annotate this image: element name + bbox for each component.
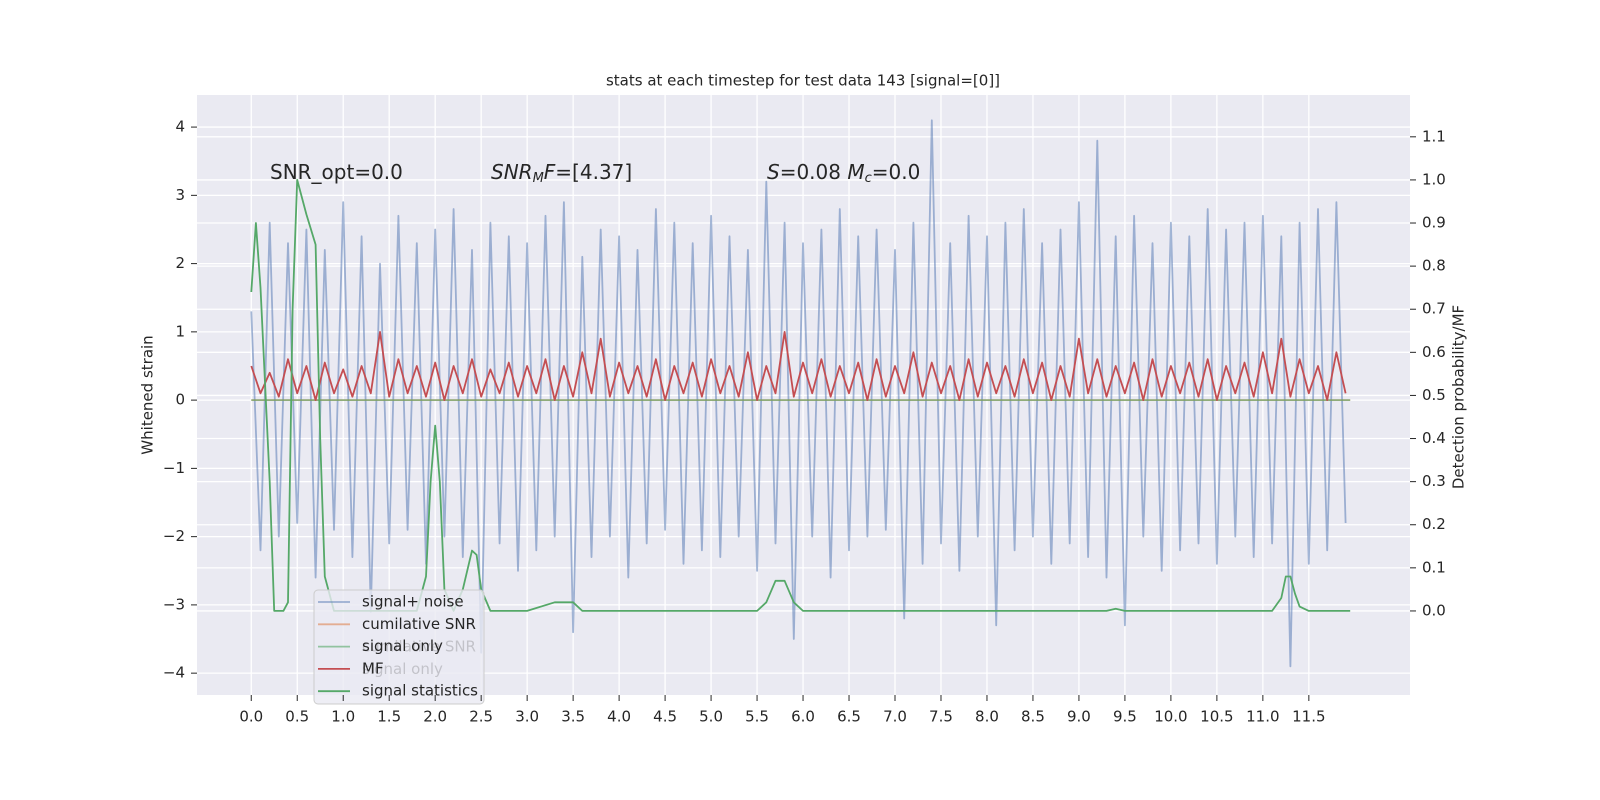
legend-label: signal+ noise [362, 593, 464, 611]
chart-title: stats at each timestep for test data 143… [606, 72, 1000, 90]
x-tick-label: 5.0 [699, 708, 723, 726]
x-tick-label: 6.5 [837, 708, 861, 726]
y-tick-label: 1 [175, 322, 185, 340]
x-tick-label: 5.5 [745, 708, 769, 726]
x-tick-label: 10.0 [1154, 708, 1187, 726]
y-tick-label: 2 [175, 254, 185, 272]
y-tick-label: 4 [175, 118, 185, 136]
annotation: SNRMF=[4.37] [491, 160, 632, 186]
x-tick-label: 2.0 [423, 708, 447, 726]
x-tick-label: 4.0 [607, 708, 631, 726]
y-tick-label: −3 [163, 595, 185, 613]
y-tick-label: −4 [163, 664, 185, 682]
annotation: SNR_opt=0.0 [270, 160, 403, 184]
annotation: S=0.08 Mc=0.0 [767, 160, 920, 186]
x-tick-label: 11.5 [1292, 708, 1325, 726]
y2-tick-label: 0.5 [1422, 386, 1446, 404]
y2-tick-label: 0.9 [1422, 214, 1446, 232]
x-tick-label: 7.5 [929, 708, 953, 726]
y2-tick-label: 0.2 [1422, 515, 1446, 533]
marks [250, 119, 1351, 668]
legend-label: MF [362, 659, 384, 677]
annotation-part: SNR [491, 160, 533, 184]
y2-tick-label: 0.7 [1422, 300, 1446, 318]
x-tick-label: 8.5 [1021, 708, 1045, 726]
series-line [250, 179, 1351, 612]
x-tick-label: 3.0 [515, 708, 539, 726]
series-line [250, 119, 1347, 668]
annotation-part: F [544, 160, 556, 184]
legend-label: signal only [362, 637, 443, 655]
annotation-part: c [865, 171, 872, 186]
y2-tick-label: 1.0 [1422, 170, 1446, 188]
y2-tick-label: 0.4 [1422, 429, 1446, 447]
x-tick-label: 0.5 [285, 708, 309, 726]
x-tick-label: 8.0 [975, 708, 999, 726]
x-tick-label: 11.0 [1246, 708, 1279, 726]
annotation-part: M [533, 171, 544, 186]
annotation-part: =0.0 [872, 160, 921, 184]
x-tick-label: 0.0 [239, 708, 263, 726]
y-tick-label: −2 [163, 527, 185, 545]
x-tick-label: 10.5 [1200, 708, 1233, 726]
legend-box [313, 589, 485, 705]
annotation-part: S [767, 160, 780, 184]
annotation-part: M [847, 160, 864, 184]
annotation-part: =[4.37] [555, 160, 632, 184]
y-tick-label: 3 [175, 186, 185, 204]
x-tick-label: 3.5 [561, 708, 585, 726]
x-tick-label: 2.5 [469, 708, 493, 726]
y-tick-label: 0 [175, 391, 185, 409]
series-line [250, 331, 1347, 401]
x-tick-label: 1.5 [377, 708, 401, 726]
y2-tick-label: 0.3 [1422, 472, 1446, 490]
x-tick-label: 9.5 [1113, 708, 1137, 726]
y2-tick-label: 0.1 [1422, 558, 1446, 576]
annotation-part: SNR_opt=0.0 [270, 160, 403, 184]
x-tick-label: 4.5 [653, 708, 677, 726]
x-tick-label: 7.0 [883, 708, 907, 726]
y2-tick-label: 1.1 [1422, 127, 1446, 145]
x-tick-label: 6.0 [791, 708, 815, 726]
y2-tick-label: 0.8 [1422, 257, 1446, 275]
legend-label: signal statistics [362, 682, 478, 700]
x-tick-label: 9.0 [1067, 708, 1091, 726]
y2-tick-label: 0.6 [1422, 343, 1446, 361]
y-axis-label: Whitened strain [139, 335, 157, 454]
x-tick-label: 1.0 [331, 708, 355, 726]
legend-label: cumilative SNR [362, 615, 476, 633]
y2-axis-label: Detection probability/MF [1450, 305, 1468, 489]
y2-tick-label: 0.0 [1422, 601, 1446, 619]
annotation-part: =0.08 [780, 160, 848, 184]
y-tick-label: −1 [163, 459, 185, 477]
